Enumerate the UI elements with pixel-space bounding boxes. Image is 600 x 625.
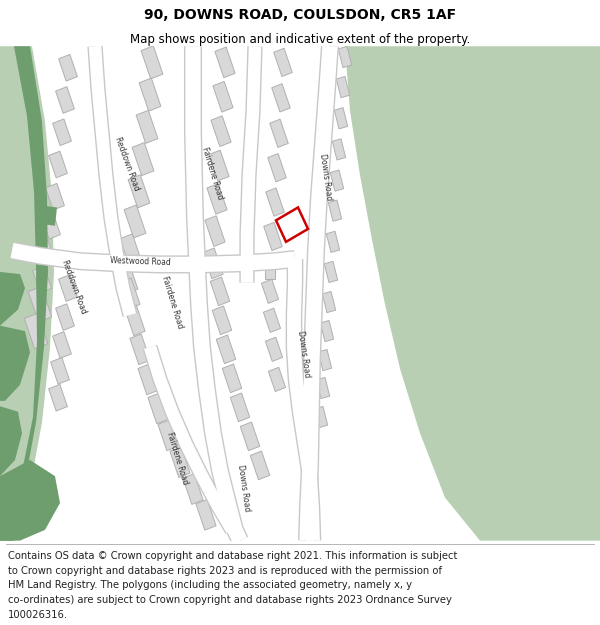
Bar [120, 234, 142, 267]
Bar [28, 286, 52, 322]
Bar [266, 188, 284, 216]
Bar [59, 54, 77, 81]
Bar [138, 364, 158, 395]
Bar [41, 213, 61, 239]
Bar [212, 306, 232, 334]
Bar [128, 175, 150, 208]
Bar [120, 278, 140, 309]
Text: Downs Road: Downs Road [236, 464, 251, 512]
Bar [268, 368, 286, 391]
Text: 100026316.: 100026316. [8, 610, 68, 620]
Bar [270, 119, 288, 148]
Bar [141, 46, 163, 79]
Bar [56, 304, 74, 331]
Bar [268, 154, 286, 182]
Bar [222, 364, 242, 392]
Bar [213, 81, 233, 112]
Bar [139, 78, 161, 111]
Text: Fairdene Road: Fairdene Road [160, 275, 185, 330]
Text: Contains OS data © Crown copyright and database right 2021. This information is : Contains OS data © Crown copyright and d… [8, 551, 457, 561]
Text: Downs Road: Downs Road [318, 152, 334, 201]
Bar [322, 291, 335, 312]
Bar [116, 261, 138, 294]
Polygon shape [340, 46, 600, 541]
Bar [230, 393, 250, 422]
Bar [326, 231, 340, 253]
Bar [148, 393, 168, 424]
Bar [183, 474, 203, 504]
Bar [316, 378, 329, 399]
Bar [320, 321, 334, 342]
Bar [216, 335, 236, 364]
Bar [49, 151, 67, 178]
Bar [337, 76, 350, 98]
Bar [59, 275, 77, 301]
Bar [319, 349, 332, 371]
Bar [265, 269, 275, 279]
Bar [24, 313, 48, 349]
Text: HM Land Registry. The polygons (including the associated geometry, namely x, y: HM Land Registry. The polygons (includin… [8, 580, 412, 590]
Bar [46, 183, 64, 210]
Bar [132, 142, 154, 176]
Text: Westwood Road: Westwood Road [110, 256, 171, 268]
Polygon shape [0, 406, 22, 476]
Bar [215, 47, 235, 78]
Bar [136, 111, 158, 143]
Bar [250, 451, 270, 480]
Bar [196, 499, 216, 530]
Text: co-ordinates) are subject to Crown copyright and database rights 2023 Ordnance S: co-ordinates) are subject to Crown copyr… [8, 595, 452, 605]
Polygon shape [0, 272, 25, 326]
Bar [332, 139, 346, 160]
Text: Fairdene Road: Fairdene Road [200, 146, 224, 201]
Bar [211, 116, 231, 146]
Bar [262, 279, 278, 303]
Bar [203, 248, 223, 279]
Text: to Crown copyright and database rights 2023 and is reproduced with the permissio: to Crown copyright and database rights 2… [8, 566, 442, 576]
Bar [210, 277, 230, 306]
Bar [265, 338, 283, 361]
Polygon shape [0, 326, 30, 401]
Bar [158, 420, 178, 451]
Bar [331, 170, 344, 191]
Bar [125, 305, 145, 336]
Bar [205, 216, 225, 246]
Polygon shape [38, 205, 57, 226]
Bar [124, 205, 146, 238]
Text: Reddown Road: Reddown Road [113, 135, 141, 192]
Text: Map shows position and indicative extent of the property.: Map shows position and indicative extent… [130, 33, 470, 46]
Bar [50, 357, 70, 384]
Bar [53, 332, 71, 358]
Text: 90, DOWNS ROAD, COULSDON, CR5 1AF: 90, DOWNS ROAD, COULSDON, CR5 1AF [144, 8, 456, 22]
Bar [56, 87, 74, 113]
Bar [274, 48, 292, 76]
Bar [209, 150, 229, 181]
Polygon shape [0, 460, 60, 541]
Bar [334, 107, 347, 129]
Bar [264, 222, 282, 251]
Bar [263, 308, 281, 332]
Bar [207, 184, 227, 214]
Text: Downs Road: Downs Road [296, 330, 311, 378]
Bar [37, 241, 55, 267]
Bar [314, 406, 328, 428]
Bar [240, 422, 260, 451]
Bar [49, 384, 67, 411]
Bar [170, 447, 190, 478]
Text: Reddown Road: Reddown Road [60, 259, 88, 315]
Bar [325, 261, 338, 282]
Bar [130, 334, 150, 364]
Polygon shape [0, 466, 45, 541]
Bar [53, 119, 71, 146]
Bar [328, 200, 341, 221]
Text: Fairdene Road: Fairdene Road [165, 431, 190, 486]
Polygon shape [0, 46, 54, 541]
Bar [338, 46, 352, 68]
Bar [272, 84, 290, 112]
Polygon shape [8, 46, 48, 541]
Bar [32, 266, 52, 292]
